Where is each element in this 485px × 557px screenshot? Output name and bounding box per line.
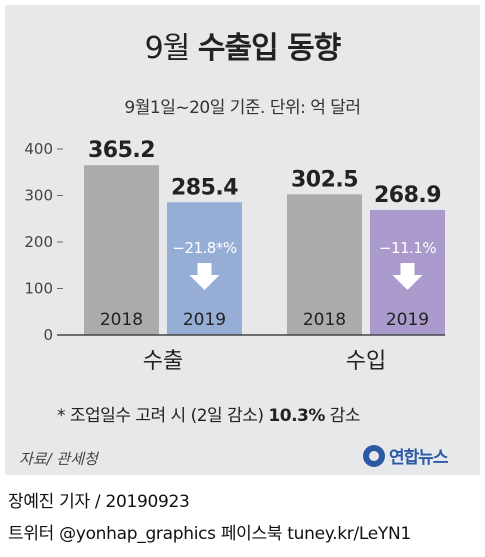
logo-text: 연합뉴스 [389,448,449,468]
value-label: 302.5 [291,167,358,192]
y-tick-label: 400 [24,140,53,158]
bar-chart: 0 100 200 300 400 365.2 2018 285.4 2019 −21.8*% 수출… [24,138,445,374]
footnote-value: 10.3% [268,406,325,426]
category-label: 수출 [143,349,183,374]
infographic-panel: 9월 수출입 동향 9월1일~20일 기준. 단위: 억 달러 0 100 200 3… [5,5,480,475]
value-label: 365.2 [88,138,155,163]
title-main: 수출입 동향 [197,31,341,66]
down-arrow-icon [189,263,220,290]
bar-수입-2018 [287,194,362,335]
down-arrow-icon [392,263,423,290]
y-tick-label: 100 [24,280,53,298]
y-tick-label: 200 [24,233,53,251]
value-label: 285.4 [171,175,238,200]
credit-reporter: 장예진 기자 / 20190923 [8,492,190,512]
footnote: * 조업일수 고려 시 (2일 감소) 10.3% 감소 [57,401,361,426]
y-tick-label: 300 [24,187,53,205]
footnote-suffix: 감소 [324,406,361,426]
year-label: 2019 [386,310,429,330]
yonhap-logo: 연합뉴스 [363,443,449,468]
change-label: −21.8*% [172,239,236,257]
y-tick-label: 0 [43,326,53,344]
logo-mark-icon [363,444,385,467]
change-label: −11.1% [379,239,436,257]
chart-subtitle: 9월1일~20일 기준. 단위: 억 달러 [124,98,361,118]
credit-social: 트위터 @yonhap_graphics 페이스북 tuney.kr/LeYN1 [8,524,411,544]
year-label: 2018 [303,310,346,330]
category-label: 수입 [346,349,386,374]
footnote-prefix: * 조업일수 고려 시 (2일 감소) [57,406,269,426]
source-label: 자료/ 관세청 [19,450,98,468]
year-label: 2018 [100,310,143,330]
title-month: 9월 [144,31,191,66]
chart-title: 9월 수출입 동향 [5,23,480,67]
year-label: 2019 [183,310,226,330]
bar-수출-2018 [84,165,159,335]
value-label: 268.9 [374,183,441,208]
